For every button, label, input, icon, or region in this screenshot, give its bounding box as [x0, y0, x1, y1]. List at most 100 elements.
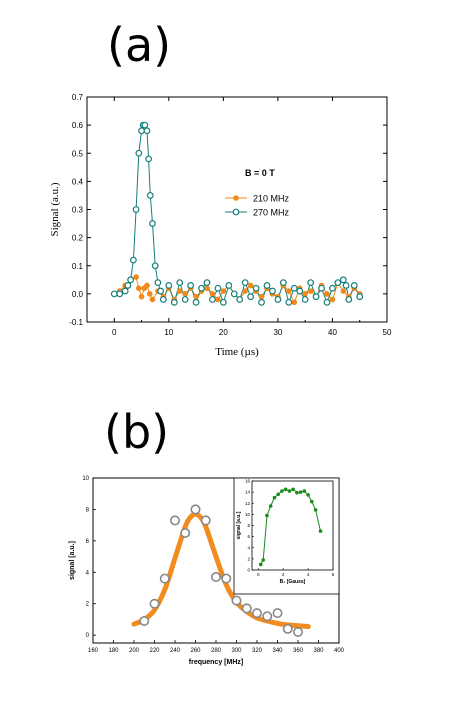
data-point-b	[241, 603, 252, 614]
data-point-270	[132, 206, 140, 213]
y-tick-label-a: 0.6	[72, 121, 84, 130]
data-point-270	[329, 284, 336, 292]
data-point-270	[339, 276, 347, 284]
inset-data-point	[280, 489, 284, 493]
inset-data-point	[298, 490, 303, 494]
data-point-b	[231, 595, 242, 606]
inset-data-point	[261, 558, 266, 562]
data-point-210	[149, 296, 156, 303]
x-tick-label-b: 320	[252, 648, 263, 654]
annotation-b-field: B = 0 T	[245, 168, 275, 178]
x-tick-label-b: 360	[293, 648, 304, 654]
inset-y-tick-label: 14	[245, 490, 251, 495]
y-tick-label-b: 8	[86, 507, 90, 513]
inset-data-point	[295, 490, 299, 495]
y-axis-label-b: signal [a.u.]	[69, 541, 76, 580]
data-point-210	[144, 282, 150, 289]
x-tick-label-b: 400	[334, 648, 345, 654]
data-point-b	[262, 611, 273, 622]
inset-x-axis-label: B₁ [Gauss]	[280, 579, 306, 585]
x-tick-label-a: 0	[112, 328, 117, 337]
legend-marker-270	[232, 208, 240, 216]
inset-data-point	[258, 562, 263, 567]
data-point-270	[269, 287, 276, 295]
data-point-270	[252, 284, 260, 292]
data-point-270	[312, 293, 320, 301]
panel-label-b: (b)	[104, 405, 170, 459]
y-tick-label-b: 6	[86, 539, 90, 545]
inset-data-point	[310, 499, 314, 504]
data-point-270	[307, 279, 315, 287]
data-point-270	[121, 287, 129, 295]
x-tick-label-a: 10	[164, 328, 173, 337]
data-point-270	[334, 279, 342, 287]
inset-data-point	[265, 513, 269, 518]
data-point-270	[143, 127, 151, 135]
x-tick-label-b: 260	[190, 648, 201, 654]
data-point-270	[124, 282, 132, 289]
inset-data-point	[276, 492, 280, 497]
data-point-270	[342, 282, 350, 289]
panel-label-a: (a)	[107, 18, 172, 72]
data-point-b	[200, 515, 211, 526]
inset-data-point	[318, 529, 323, 533]
data-point-270	[159, 296, 167, 303]
x-tick-label-b: 160	[88, 648, 99, 654]
inset-y-tick-label: 4	[247, 545, 250, 550]
inset-data-point	[287, 489, 292, 493]
inset-y-tick-label: 12	[245, 501, 251, 506]
y-tick-label-b: 10	[82, 476, 89, 482]
x-tick-label-b: 300	[231, 648, 242, 654]
data-point-270	[181, 296, 189, 303]
x-axis-label-b: frequency [MHz]	[189, 659, 243, 666]
data-point-270	[198, 284, 205, 292]
fit-curve	[131, 511, 311, 629]
data-point-270	[356, 293, 364, 301]
data-point-270	[127, 276, 135, 284]
data-point-b	[170, 515, 181, 526]
inset-data-point	[291, 487, 295, 492]
data-point-270	[151, 262, 159, 270]
data-point-270	[241, 279, 249, 287]
data-point-270	[154, 279, 162, 287]
data-point-b	[159, 573, 170, 584]
data-point-b	[221, 573, 232, 584]
y-tick-label-a: 0.1	[72, 262, 84, 271]
data-point-270	[318, 284, 325, 292]
y-tick-label-a: 0.4	[72, 177, 84, 186]
data-point-270	[323, 298, 331, 306]
data-point-270	[187, 282, 195, 289]
y-tick-label-b: 0	[86, 633, 90, 639]
data-point-270	[141, 121, 149, 129]
data-point-210	[340, 288, 347, 294]
inset-x-tick-label: 2	[282, 572, 285, 577]
inset-data-point	[302, 489, 307, 493]
data-point-210	[135, 285, 142, 292]
x-tick-label-b: 280	[211, 648, 222, 654]
y-tick-label-a: -0.1	[69, 318, 83, 327]
y-tick-label-a: 0.0	[72, 290, 84, 299]
inset-y-axis-label: signal [a.u.]	[236, 511, 242, 539]
data-point-210	[176, 288, 183, 294]
data-point-b	[272, 608, 283, 619]
inset-x-tick-label: 6	[332, 572, 335, 577]
data-point-b	[190, 504, 201, 515]
data-point-210	[285, 288, 292, 294]
data-point-270	[296, 287, 304, 295]
data-point-270	[145, 155, 153, 163]
data-point-210	[247, 282, 254, 289]
data-point-210	[242, 288, 249, 294]
data-point-270	[192, 298, 200, 306]
data-point-270	[345, 296, 353, 303]
data-point-270	[301, 296, 309, 303]
data-point-b	[149, 598, 160, 609]
data-point-b	[292, 626, 303, 637]
inset-x-tick-label: 0	[257, 572, 260, 577]
y-tick-label-b: 2	[86, 602, 90, 608]
data-point-270	[279, 279, 287, 287]
data-point-270	[258, 298, 265, 306]
legend-label-270: 270 MHz	[253, 208, 290, 218]
